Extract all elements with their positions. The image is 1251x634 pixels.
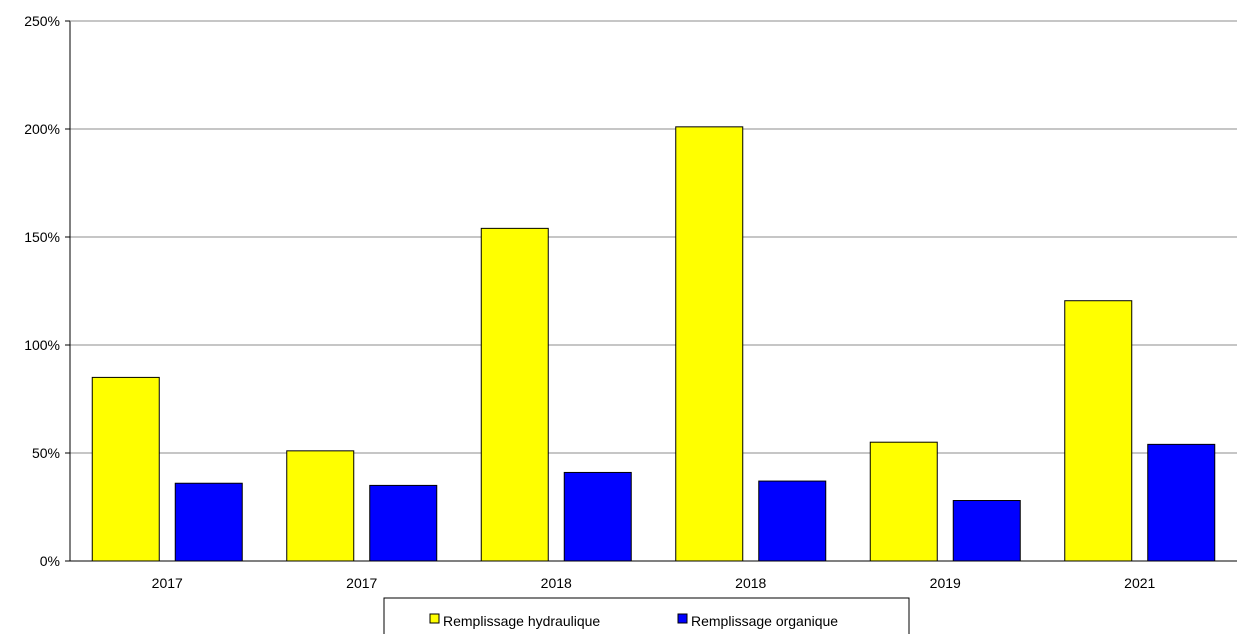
y-tick-label: 0%: [40, 553, 60, 569]
bar-organique: [563, 471, 632, 562]
legend-swatch: [429, 613, 440, 624]
legend-label: Remplissage organique: [691, 613, 838, 629]
bar-organique: [758, 480, 827, 562]
bar-hydraulique: [869, 441, 938, 562]
bar-hydraulique: [675, 126, 744, 562]
y-tick-label: 50%: [32, 445, 60, 461]
y-tick-label: 200%: [24, 121, 60, 137]
x-tick-label: 2017: [346, 575, 377, 591]
x-axis-ticks: 2017 2017 2018 2018 2019 2021: [152, 575, 1156, 591]
bar-organique: [1147, 443, 1216, 562]
grid-lines: [70, 128, 1237, 454]
y-axis-ticks: 0% 50% 100% 150% 200% 250%: [24, 13, 70, 569]
y-tick-label: 250%: [24, 13, 60, 29]
y-tick-label: 100%: [24, 337, 60, 353]
bars: [91, 126, 1216, 562]
legend: Remplissage hydraulique Remplissage organ…: [383, 597, 910, 634]
bar-hydraulique: [1064, 300, 1133, 562]
axes: [69, 20, 1237, 562]
x-tick-label: 2017: [152, 575, 183, 591]
y-tick-label: 150%: [24, 229, 60, 245]
x-tick-label: 2018: [541, 575, 572, 591]
legend-swatch: [677, 613, 688, 624]
bar-hydraulique: [286, 450, 355, 562]
bar-organique: [174, 482, 243, 562]
bar-organique: [369, 484, 438, 562]
bar-organique: [952, 500, 1021, 562]
x-tick-label: 2019: [930, 575, 961, 591]
bar-hydraulique: [480, 227, 549, 562]
x-tick-label: 2021: [1124, 575, 1155, 591]
bar-hydraulique: [91, 376, 160, 562]
legend-label: Remplissage hydraulique: [443, 613, 600, 629]
x-tick-label: 2018: [735, 575, 766, 591]
legend-box: [383, 597, 910, 634]
